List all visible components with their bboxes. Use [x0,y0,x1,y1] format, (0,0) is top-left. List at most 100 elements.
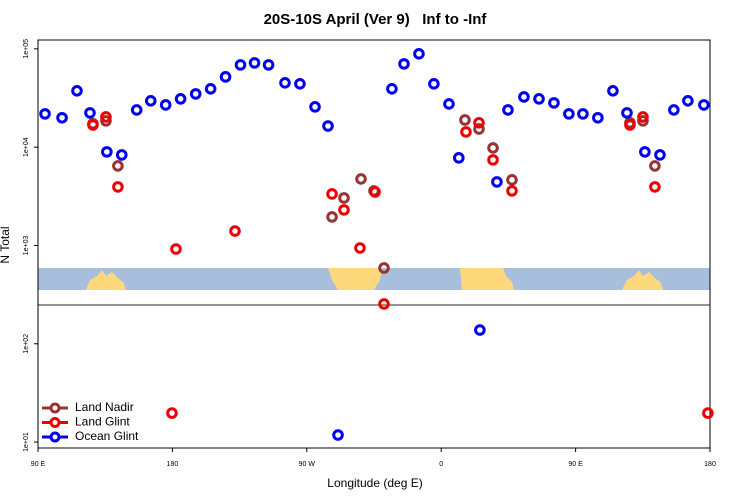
point [369,186,381,198]
point [459,114,471,126]
point [668,104,680,116]
point [637,111,649,123]
plot-frame [37,39,711,449]
point [487,154,499,166]
map-strip [38,268,710,290]
point [506,174,518,186]
point [84,107,96,119]
point [219,71,232,83]
point [637,115,649,127]
point [443,98,455,110]
point [112,160,124,172]
point [174,93,187,105]
point [474,324,486,336]
point [386,83,398,95]
legend-label: Land Glint [75,415,130,429]
y-tick-label: 1e+05 [23,39,30,59]
point [577,108,589,120]
point [354,242,366,254]
legend-marker [49,431,61,443]
point [112,181,124,193]
point [234,59,247,71]
point [502,104,514,116]
point [159,99,172,111]
point [144,95,157,107]
point [101,146,113,158]
point [506,185,518,197]
legend-marker [49,417,61,428]
land [460,268,514,290]
point [378,298,390,310]
point [649,160,661,172]
land [328,268,382,290]
point [607,85,619,97]
point [166,407,178,419]
point [413,48,425,60]
point [682,95,694,107]
point [87,119,99,131]
point [309,101,321,113]
y-axis-label: N Total [0,226,12,263]
point [279,77,291,89]
legend-marker [49,402,61,414]
point [170,243,182,255]
legend-label: Land Nadir [75,400,134,414]
point [56,111,68,124]
point [338,192,350,204]
x-tick-label: 90 E [31,461,46,468]
y-tick-label: 1e+01 [23,432,30,452]
y-tick-label: 1e+04 [23,137,30,157]
point [649,181,661,193]
x-tick-label: 90 W [299,461,316,468]
point [639,146,651,158]
point [71,85,83,97]
x-tick-label: 0 [439,461,443,468]
point [229,225,241,237]
x-axis-label: Longitude (deg E) [327,476,422,490]
point [39,108,51,120]
point [338,204,350,216]
x-tick-label: 180 [167,461,179,468]
point [294,77,306,90]
legend-label: Ocean Glint [75,429,139,443]
point [487,142,499,154]
y-tick-label: 1e+02 [23,334,30,354]
point [473,116,485,129]
point [355,173,367,185]
point [100,111,112,123]
x-tick-label: 180 [704,461,716,468]
land [622,270,663,290]
point [702,407,714,419]
x-tick-label: 90 E [568,461,583,468]
point [130,104,143,116]
point [204,83,217,95]
point [428,77,440,90]
point [262,59,275,71]
chart-title: 20S-10S April (Ver 9) Inf to -Inf [264,11,488,28]
point [189,88,202,100]
point [460,126,472,138]
point [698,99,710,111]
point [398,58,410,70]
point [453,152,465,164]
point [378,262,390,274]
point [491,176,503,188]
point [533,93,545,105]
point [621,107,633,119]
point [100,115,112,127]
point [654,149,666,161]
point [332,429,344,441]
point [518,91,530,103]
point [592,111,604,124]
point [473,123,485,135]
point [624,119,636,131]
point [322,120,334,132]
land [86,270,126,290]
point [326,211,338,223]
y-tick-label: 1e+03 [23,236,30,256]
point [548,97,560,109]
point [326,188,338,200]
point [248,57,261,69]
point [115,149,128,161]
